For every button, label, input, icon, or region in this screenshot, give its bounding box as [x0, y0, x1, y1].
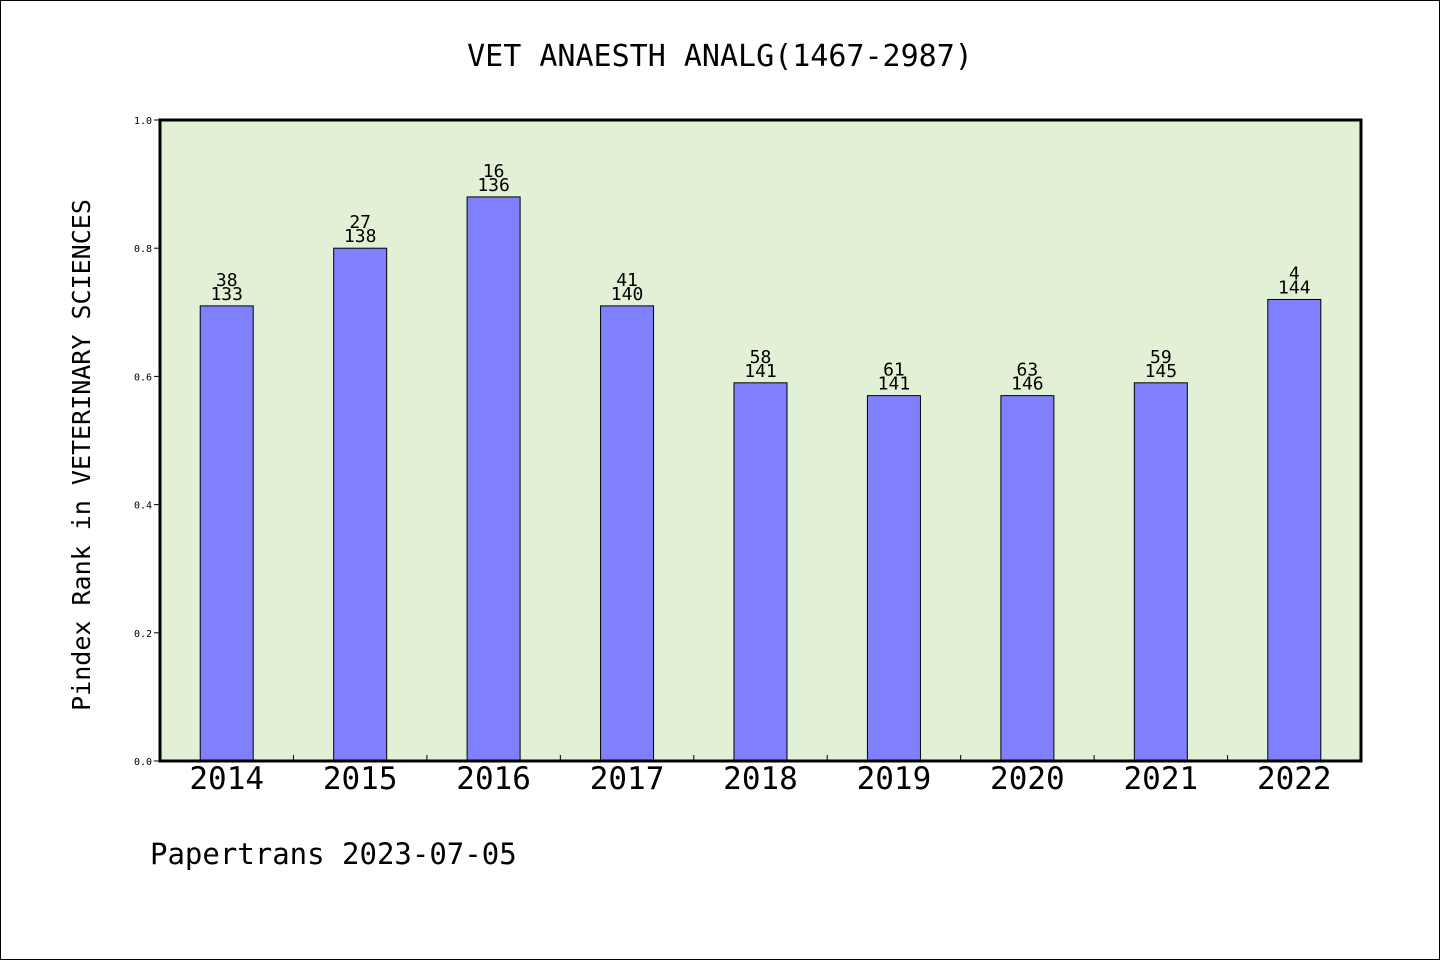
x-tick-label: 2017	[590, 761, 665, 797]
bar-total-label: 141	[744, 361, 777, 382]
bar-total-label: 146	[1011, 374, 1044, 395]
x-tick-label: 2021	[1124, 761, 1199, 797]
x-tick-label: 2022	[1257, 761, 1332, 797]
bar-rank-label: 58	[750, 347, 772, 368]
bar-rank-label: 63	[1017, 360, 1039, 381]
y-tick-label: 0.8	[134, 244, 152, 255]
bar-total-label: 133	[210, 284, 243, 305]
bar	[600, 305, 655, 762]
bar-rank-label: 4	[1289, 263, 1300, 284]
bar	[1267, 298, 1322, 762]
x-tick-label: 2014	[189, 761, 264, 797]
x-tick-label: 2016	[456, 761, 531, 797]
bar	[733, 382, 788, 762]
y-axis-label: Pindex Rank in VETERINARY SCIENCES	[67, 199, 96, 711]
bar-rank-label: 27	[349, 212, 371, 233]
x-tick-label: 2019	[857, 761, 932, 797]
y-tick-label: 1.0	[134, 116, 152, 127]
bar-rank-label: 16	[483, 161, 505, 182]
y-axis: 0.0 0.2 0.4 0.6 0.8 1.0	[134, 116, 160, 768]
bar-total-label: 136	[477, 175, 510, 196]
y-tick-label: 0.4	[134, 501, 152, 512]
bar-rank-label: 38	[216, 270, 238, 291]
x-tick-label: 2018	[723, 761, 798, 797]
bar	[333, 247, 388, 762]
bar-rank-label: 41	[616, 270, 638, 291]
bar-rank-label: 59	[1150, 347, 1172, 368]
footer-credit: Papertrans 2023-07-05	[150, 837, 517, 871]
bar	[466, 196, 521, 762]
x-tick-label: 2015	[323, 761, 398, 797]
bar-total-label: 138	[344, 226, 377, 247]
bar	[1133, 382, 1188, 762]
x-tick-label: 2020	[990, 761, 1065, 797]
bar-total-label: 145	[1145, 361, 1178, 382]
y-tick-label: 0.0	[134, 757, 152, 768]
y-tick-label: 0.2	[134, 629, 152, 640]
plot-border	[158, 118, 1363, 763]
bar-total-label: 144	[1278, 277, 1311, 298]
bar-total-label: 140	[611, 284, 644, 305]
x-axis: 2014 2015 2016 2017 2018 2019 2020 2021 2022	[189, 755, 1332, 797]
bar	[1000, 395, 1055, 762]
bar-rank-label: 61	[883, 360, 905, 381]
bar	[199, 305, 254, 762]
bar-total-label: 141	[878, 374, 911, 395]
y-tick-label: 0.6	[134, 372, 152, 383]
chart-title: VET ANAESTH ANALG(1467-2987)	[467, 39, 973, 74]
bar	[866, 395, 921, 762]
